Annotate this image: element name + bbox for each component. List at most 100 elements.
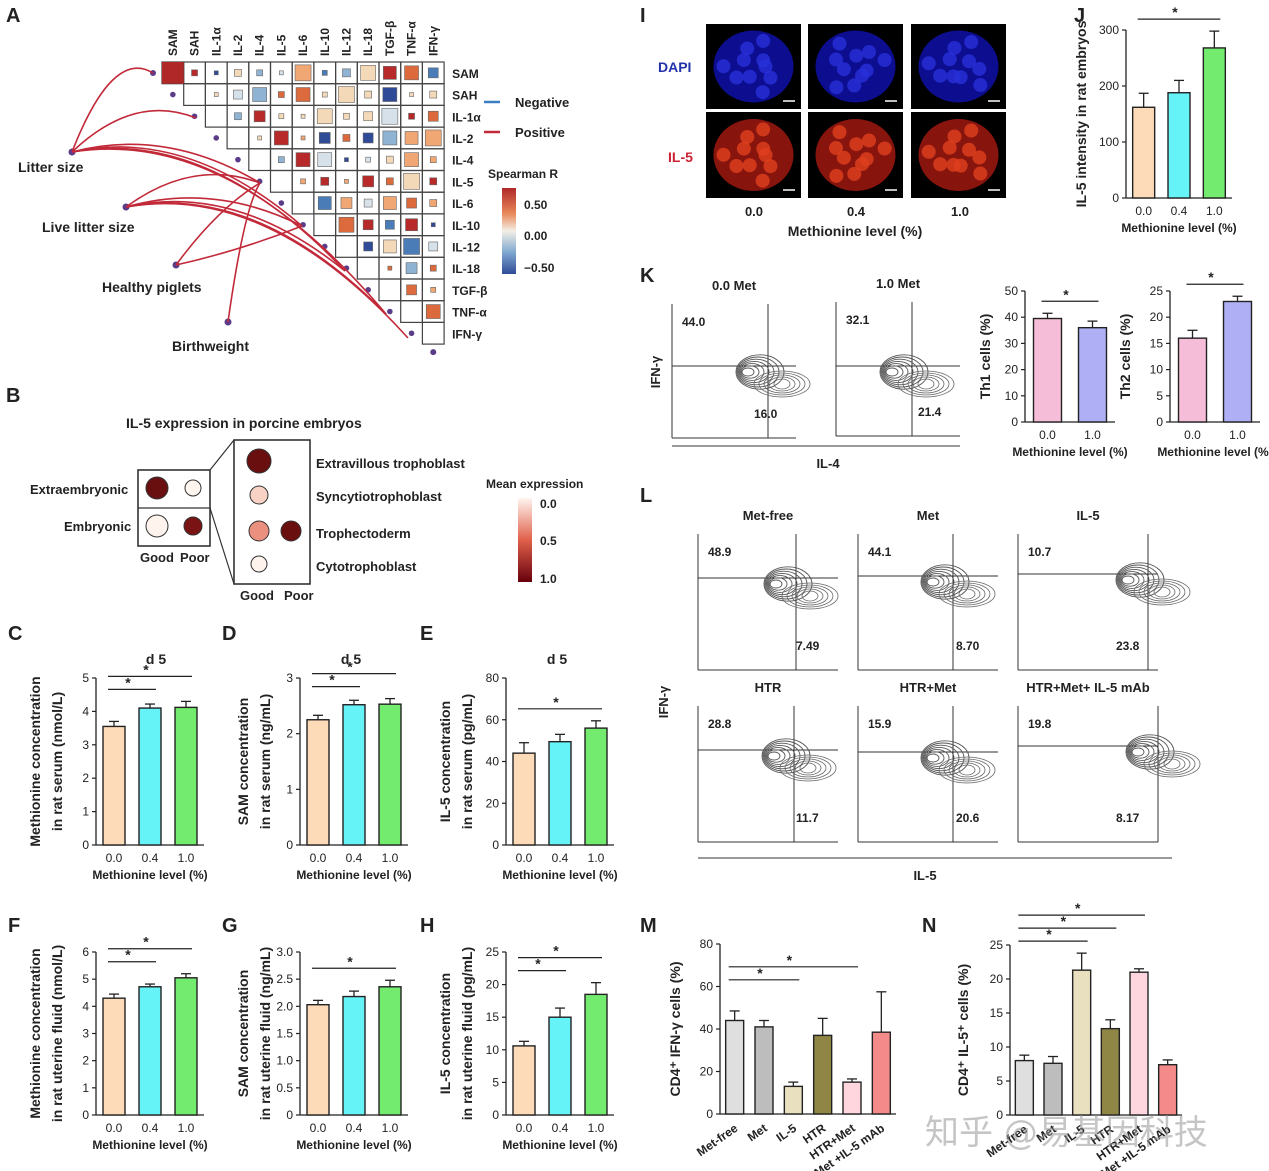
sig-star: * — [1075, 900, 1081, 916]
contour — [768, 577, 788, 591]
correlation-link — [71, 67, 154, 153]
correlation-link — [175, 225, 303, 266]
x-tick-label: 0.0 — [310, 851, 327, 865]
colorbar-tick: 0.50 — [524, 198, 548, 212]
correlation-marker — [429, 90, 438, 99]
expression-dot — [249, 485, 269, 505]
legend-title: Mean expression — [486, 477, 583, 491]
nucleus — [829, 80, 844, 95]
y-axis-label: Th1 cells (%) — [977, 314, 993, 400]
x-axis-label: IL-5 — [913, 868, 936, 883]
bar — [1100, 1027, 1121, 1116]
contour — [767, 575, 793, 593]
correlation-marker — [257, 135, 262, 141]
contour — [884, 365, 904, 379]
sig-star: * — [535, 956, 541, 972]
diag-node — [235, 156, 241, 163]
zoom-line — [209, 507, 235, 585]
bar — [584, 993, 608, 1116]
quadrant-value: 7.49 — [796, 639, 820, 653]
correlation-marker — [278, 156, 285, 163]
bar — [1222, 300, 1253, 423]
column-label: IL-12 — [339, 28, 353, 56]
correlation-marker — [274, 130, 289, 146]
flow-title: HTR — [755, 680, 782, 695]
colorbar-tick: 0.0 — [540, 497, 557, 511]
nucleus — [849, 137, 864, 152]
contour — [958, 588, 976, 600]
nucleus — [942, 52, 957, 67]
contour — [791, 586, 829, 606]
correlation-marker — [362, 132, 374, 144]
matrix-cell — [421, 321, 445, 345]
nucleus — [742, 69, 757, 84]
colorbar-tick: 1.0 — [540, 572, 557, 586]
y-axis-label: IL-5 concentration — [437, 973, 453, 1094]
contour — [765, 747, 791, 765]
zoom-row-label: Syncytiotrophoblast — [316, 489, 442, 504]
x-axis-label: IL-4 — [816, 456, 840, 471]
contour — [740, 365, 760, 379]
correlation-link — [71, 143, 261, 184]
correlation-marker — [383, 239, 397, 254]
x-tick-label: 0.4 — [552, 851, 569, 865]
correlation-marker — [234, 69, 242, 77]
contour — [1127, 738, 1165, 766]
correlation-link — [125, 197, 303, 227]
bar — [102, 997, 126, 1116]
contour — [784, 756, 832, 780]
x-tick-label: 1.0 — [588, 851, 605, 865]
quadrant-value: 10.7 — [1028, 545, 1052, 559]
nucleus — [716, 147, 731, 162]
contour — [953, 586, 981, 602]
nucleus — [972, 61, 987, 76]
chart-title: d 5 — [146, 651, 166, 667]
contour — [739, 363, 765, 381]
bar — [512, 752, 536, 846]
bar — [1177, 337, 1208, 423]
contour — [794, 760, 822, 776]
y-tick-label: 1 — [82, 1081, 89, 1095]
x-tick-label: 0.0 — [1135, 204, 1152, 218]
nucleus — [828, 52, 843, 67]
bar — [512, 1045, 536, 1116]
bar — [548, 740, 572, 846]
col-label: Poor — [180, 550, 210, 565]
contour — [917, 378, 935, 390]
contour — [953, 762, 981, 778]
y-tick-label: 0 — [286, 838, 293, 852]
y-tick-label: 3 — [286, 671, 293, 685]
flow-k: 44.0 16.0 0.0 Met 32.1 21.4 1.0 Met IFN-γ IL-4 — [648, 276, 960, 471]
panel-letter: A — [6, 5, 20, 27]
correlation-marker — [233, 89, 243, 100]
panel-letter: B — [6, 385, 20, 407]
flow-title: HTR+Met+ IL-5 mAb — [1026, 680, 1150, 695]
x-axis-label: Methionine level (%) — [1157, 445, 1269, 459]
contour — [781, 582, 839, 610]
nucleus — [828, 141, 843, 156]
correlation-marker — [363, 241, 373, 252]
correlation-marker — [252, 87, 267, 102]
nucleus — [763, 70, 778, 85]
expression-dot — [248, 520, 270, 542]
contour — [924, 573, 950, 591]
x-tick-label: 0.4 — [346, 1121, 363, 1135]
correlation-marker — [343, 112, 350, 120]
correlation-marker — [256, 69, 263, 77]
x-tick-label: 0.0 — [1184, 428, 1201, 442]
correlation-marker — [383, 66, 397, 80]
correlation-marker — [191, 69, 198, 77]
correlation-link — [125, 173, 261, 208]
flow-plot — [836, 302, 960, 436]
correlation-marker — [300, 135, 306, 141]
y-tick-label: 15 — [990, 1006, 1004, 1020]
y-axis-label: IL-5 concentration — [437, 701, 453, 822]
nucleus — [861, 45, 876, 60]
x-tick-label: 1.0 — [1084, 428, 1101, 442]
bar — [548, 1016, 572, 1116]
nucleus — [729, 159, 744, 174]
quadrant-value: 20.6 — [956, 811, 980, 825]
panel-letter: F — [8, 915, 20, 937]
contour — [924, 749, 950, 767]
